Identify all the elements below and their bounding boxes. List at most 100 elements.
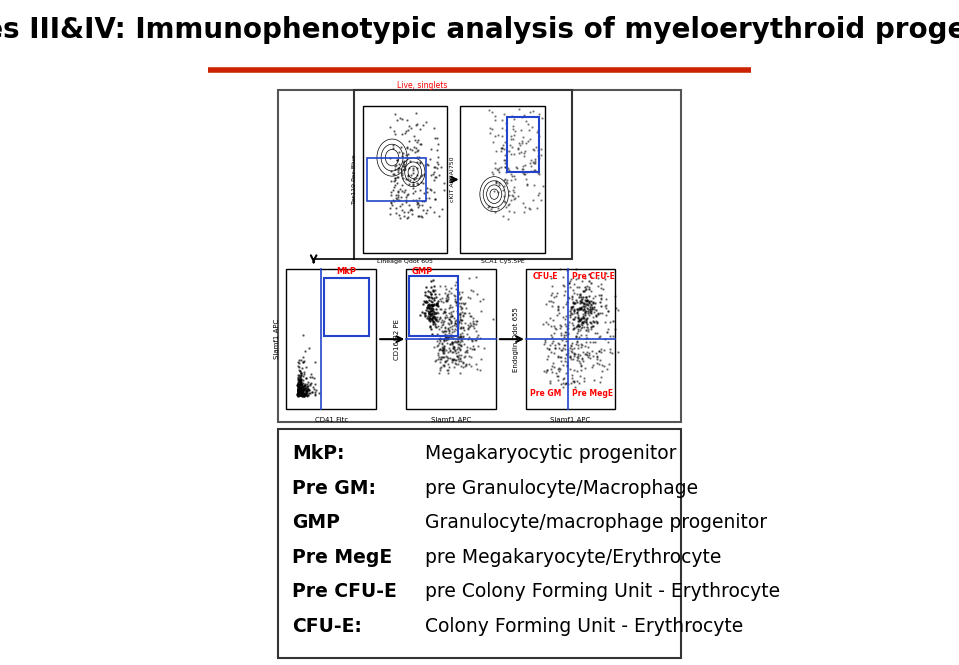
- Point: [410, 211, 426, 221]
- Point: [585, 301, 600, 312]
- Point: [579, 295, 595, 306]
- Point: [441, 328, 456, 338]
- Point: [526, 158, 542, 168]
- Point: [423, 305, 438, 316]
- Point: [428, 308, 443, 319]
- Point: [300, 390, 316, 400]
- Point: [383, 122, 398, 133]
- Point: [430, 321, 445, 331]
- Point: [450, 342, 465, 352]
- Point: [292, 383, 308, 394]
- Point: [414, 200, 430, 211]
- Point: [434, 320, 450, 331]
- Point: [495, 140, 510, 150]
- Point: [577, 300, 593, 311]
- Point: [450, 298, 465, 309]
- Point: [592, 331, 607, 341]
- Point: [292, 366, 308, 376]
- Point: [437, 281, 453, 291]
- Point: [422, 313, 437, 324]
- Point: [443, 302, 458, 313]
- Point: [297, 389, 313, 400]
- Point: [586, 360, 601, 370]
- Point: [463, 352, 479, 362]
- Point: [394, 186, 409, 196]
- Point: [452, 310, 467, 321]
- Point: [400, 206, 415, 217]
- Point: [485, 169, 501, 180]
- Point: [589, 318, 604, 329]
- Point: [431, 301, 446, 311]
- Point: [291, 372, 306, 383]
- Point: [411, 193, 427, 203]
- Point: [542, 344, 557, 354]
- Point: [451, 358, 466, 369]
- Point: [425, 299, 440, 310]
- Point: [558, 327, 573, 337]
- Point: [577, 362, 593, 373]
- Point: [470, 329, 485, 340]
- Point: [568, 348, 583, 359]
- Point: [415, 120, 431, 131]
- Point: [596, 317, 612, 327]
- Point: [567, 313, 582, 324]
- Point: [563, 339, 578, 350]
- Point: [295, 388, 311, 399]
- Point: [570, 375, 585, 386]
- Point: [401, 212, 416, 223]
- Point: [431, 323, 446, 334]
- Point: [291, 387, 306, 398]
- Point: [455, 327, 470, 338]
- Point: [492, 178, 507, 189]
- Point: [579, 298, 595, 309]
- Point: [438, 356, 454, 366]
- Point: [291, 389, 306, 400]
- Point: [594, 301, 609, 311]
- Text: Megakaryocytic progenitor: Megakaryocytic progenitor: [425, 444, 677, 463]
- Point: [414, 307, 430, 318]
- Point: [292, 364, 307, 375]
- Point: [578, 291, 594, 302]
- Point: [498, 137, 513, 148]
- Point: [507, 174, 523, 184]
- Point: [455, 358, 470, 369]
- Point: [484, 167, 500, 178]
- Point: [290, 389, 305, 400]
- Point: [557, 319, 573, 329]
- Point: [529, 203, 545, 213]
- Point: [300, 378, 316, 389]
- Point: [296, 390, 312, 401]
- Point: [435, 342, 451, 353]
- Point: [444, 338, 459, 348]
- Point: [433, 304, 448, 315]
- Point: [438, 284, 454, 295]
- Point: [414, 196, 430, 207]
- Point: [564, 291, 579, 302]
- Point: [400, 170, 415, 180]
- Point: [458, 342, 474, 352]
- Text: Pre CFU-E: Pre CFU-E: [572, 272, 615, 281]
- Point: [443, 312, 458, 323]
- Point: [565, 298, 580, 309]
- Point: [394, 114, 409, 124]
- Point: [291, 380, 306, 391]
- Point: [426, 316, 441, 327]
- Point: [565, 324, 580, 334]
- Point: [451, 289, 466, 299]
- Point: [454, 331, 469, 342]
- Point: [575, 317, 591, 328]
- Point: [550, 364, 566, 374]
- Point: [398, 192, 413, 202]
- Point: [550, 375, 566, 386]
- Point: [602, 331, 618, 342]
- Point: [431, 159, 446, 170]
- Point: [431, 330, 446, 340]
- Point: [439, 295, 455, 306]
- Point: [469, 363, 484, 374]
- Point: [292, 376, 307, 386]
- Point: [290, 384, 305, 394]
- Point: [428, 194, 443, 204]
- Point: [295, 370, 311, 381]
- Point: [390, 190, 406, 200]
- Point: [449, 283, 464, 294]
